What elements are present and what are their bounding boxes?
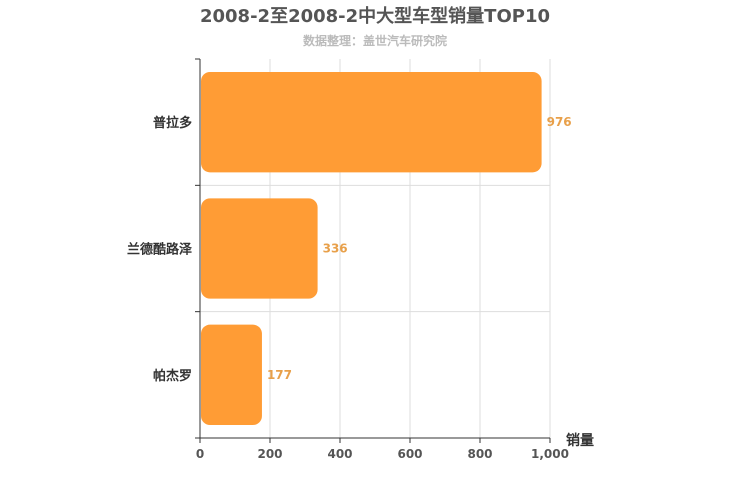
x-tick-label-3: 600: [397, 447, 422, 461]
bar-2: [201, 324, 262, 425]
bar-0: [201, 72, 542, 173]
data-label-2: 177: [267, 368, 292, 382]
x-tick-label-4: 800: [467, 447, 492, 461]
data-label-1: 336: [323, 242, 348, 256]
category-label-2: 帕杰罗: [153, 368, 192, 384]
chart-title: 2008-2至2008-2中大型车型销量TOP10: [200, 5, 550, 27]
bars-group: 976 336 177: [201, 72, 572, 425]
category-label-1: 兰德酷路泽: [127, 242, 193, 258]
x-tick-label-2: 400: [327, 447, 352, 461]
x-tick-label-5: 1,000: [531, 447, 569, 461]
x-tick-label-0: 0: [196, 447, 204, 461]
data-label-0: 976: [547, 115, 572, 129]
chart-subtitle: 数据整理：盖世汽车研究院: [303, 33, 447, 48]
x-tick-label-1: 200: [257, 447, 282, 461]
category-label-0: 普拉多: [153, 115, 192, 131]
x-axis-title: 销量: [566, 432, 594, 449]
bar-1: [201, 198, 318, 299]
